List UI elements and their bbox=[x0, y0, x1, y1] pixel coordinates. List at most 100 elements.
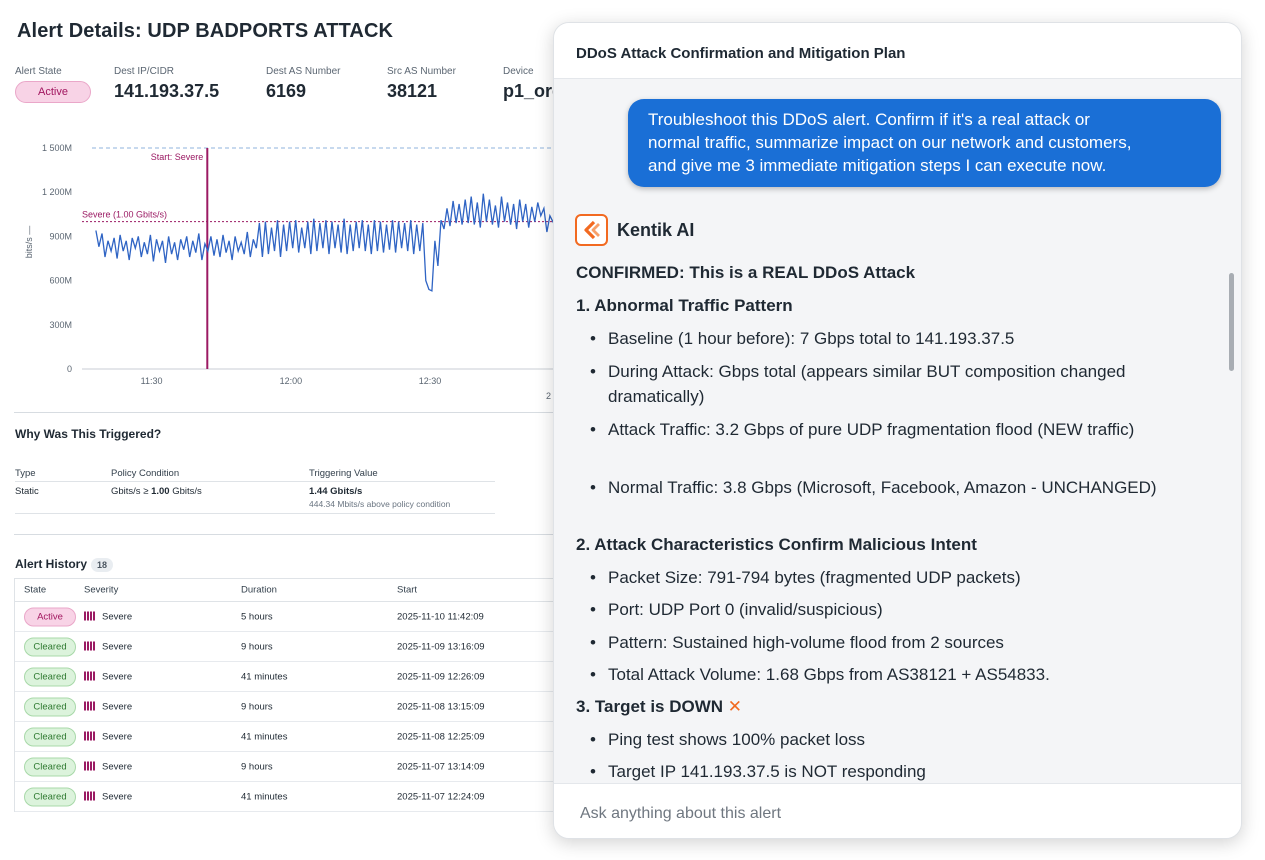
status-badge: Cleared bbox=[24, 697, 76, 716]
bullet-text: Attack Traffic: 3.2 Gbps of pure UDP fra… bbox=[608, 419, 1135, 439]
duration-cell: 41 minutes bbox=[241, 731, 288, 742]
table-row[interactable]: Cleared Severe 41 minutes 2025-11-09 12:26:… bbox=[15, 662, 560, 692]
chat-input[interactable] bbox=[580, 802, 1200, 826]
bullet-item: Total Attack Volume: 1.68 Gbps from AS38… bbox=[590, 662, 1210, 687]
alert-history-label: Alert History bbox=[15, 557, 88, 571]
chat-input-bar bbox=[554, 783, 1241, 838]
bullet-item: Packet Size: 791-794 bytes (fragmented U… bbox=[590, 565, 1210, 590]
dest-as-value: 6169 bbox=[266, 81, 307, 101]
bullet-item: Normal Traffic: 3.8 Gbps (Microsoft, Fac… bbox=[590, 475, 1210, 500]
bullet-text: Baseline (1 hour before): 7 Gbps total t… bbox=[608, 329, 1015, 348]
trigger-header-policy: Policy Condition bbox=[111, 468, 180, 479]
history-header-start[interactable]: Start bbox=[397, 584, 418, 596]
table-row[interactable]: Cleared Severe 9 hours 2025-11-08 13:15:09 bbox=[15, 692, 560, 722]
table-row[interactable]: Cleared Severe 41 minutes 2025-11-07 12:24:… bbox=[15, 782, 560, 812]
x-tick-label: 11:30 bbox=[141, 376, 163, 386]
meta-label: Dest IP/CIDR bbox=[114, 66, 175, 77]
bullet-item: Baseline (1 hour before): 7 Gbps total t… bbox=[590, 326, 1210, 351]
severity-bars-icon bbox=[84, 641, 96, 651]
panel-title: DDoS Attack Confirmation and Mitigation … bbox=[576, 45, 906, 62]
trigger-policy: Gbits/s ≥ 1.00 Gbits/s bbox=[111, 486, 202, 497]
start-cell: 2025-11-09 12:26:09 bbox=[397, 671, 485, 682]
user-message-bubble: Troubleshoot this DDoS alert. Confirm if… bbox=[628, 99, 1221, 187]
src-as-value: 38121 bbox=[387, 81, 438, 101]
x-tick-label: 12:00 bbox=[280, 376, 303, 386]
table-row[interactable]: Cleared Severe 9 hours 2025-11-07 13:14:09 bbox=[15, 752, 560, 782]
bullet-text: Port: UDP Port 0 (invalid/suspicious) bbox=[608, 600, 883, 619]
alert-history-count: 18 bbox=[91, 557, 114, 572]
severity-cell: Severe bbox=[84, 671, 132, 682]
meta-alert-state: Alert State Active bbox=[15, 66, 91, 103]
scrollbar[interactable] bbox=[1229, 273, 1234, 371]
y-tick-label: 1 200M bbox=[42, 187, 72, 197]
section-heading-text: 3. Target is DOWN bbox=[576, 696, 724, 716]
bullet-text: Ping test shows 100% packet loss bbox=[608, 729, 866, 749]
severity-label: Severe bbox=[102, 641, 133, 652]
history-header-severity[interactable]: Severity bbox=[84, 584, 119, 596]
meta-dest-ip: Dest IP/CIDR 141.193.37.5 bbox=[114, 66, 219, 102]
status-badge: Cleared bbox=[24, 757, 76, 776]
table-row[interactable]: Cleared Severe 41 minutes 2025-11-08 12:25:… bbox=[15, 722, 560, 752]
triggering-sub: 444.34 Mbits/s above policy condition bbox=[309, 499, 451, 509]
section-heading-text: 1. Abnormal Traffic Pattern bbox=[576, 296, 793, 315]
y-tick-label: 1 500M bbox=[42, 143, 72, 153]
bullet-text: Normal Traffic: 3.8 Gbps (Microsoft, Fac… bbox=[608, 477, 1157, 497]
severity-bars-icon bbox=[84, 791, 96, 801]
y-tick-label: 900M bbox=[49, 231, 72, 241]
severity-label: Severe bbox=[102, 731, 133, 742]
start-cell: 2025-11-08 13:15:09 bbox=[397, 701, 485, 712]
divider bbox=[14, 534, 560, 535]
bullet-item: Attack Traffic: 3.2 Gbps of pure UDP fra… bbox=[590, 417, 1210, 442]
duration-cell: 41 minutes bbox=[241, 671, 288, 682]
device-value[interactable]: p1_ord bbox=[503, 81, 560, 101]
severity-bars-icon bbox=[84, 701, 96, 711]
start-cell: 2025-11-08 12:25:09 bbox=[397, 731, 485, 742]
threshold-label: Severe (1.00 Gbits/s) bbox=[82, 210, 167, 220]
policy-suffix: Gbits/s bbox=[169, 486, 202, 497]
trigger-type: Static bbox=[15, 486, 39, 497]
y-axis-label: bits/s — bbox=[24, 226, 34, 259]
severity-bars-icon bbox=[84, 761, 96, 771]
x-tick-label: 2 bbox=[546, 391, 551, 401]
bullet-text: Packet Size: 791-794 bytes (fragmented U… bbox=[608, 567, 1021, 587]
duration-cell: 5 hours bbox=[241, 611, 273, 622]
traffic-chart[interactable]: 1 500M 1 200M 900M 600M 300M 0 11:30 12:00 12:3… bbox=[0, 130, 560, 405]
bullet-text: Target IP 141.193.37.5 is NOT responding bbox=[608, 762, 926, 781]
why-triggered-title: Why Was This Triggered? bbox=[15, 427, 162, 441]
severity-cell: Severe bbox=[84, 731, 132, 742]
user-message-line: and give me 3 immediate mitigation steps… bbox=[648, 156, 1107, 175]
status-badge: Cleared bbox=[24, 637, 76, 656]
alert-history-table: State Severity Duration Start Active Seve… bbox=[14, 578, 560, 812]
bullet-item: During Attack: Gbps total (appears simil… bbox=[590, 359, 1210, 409]
chart-y-axis: 1 500M 1 200M 900M 600M 300M 0 bbox=[42, 143, 72, 374]
severity-bars-icon bbox=[84, 731, 96, 741]
history-header-duration[interactable]: Duration bbox=[241, 584, 277, 596]
y-tick-label: 300M bbox=[49, 320, 72, 330]
start-marker-label: Start: Severe bbox=[151, 152, 204, 162]
divider bbox=[14, 412, 560, 413]
table-row[interactable]: Active Severe 5 hours 2025-11-10 11:42:09 bbox=[15, 602, 560, 632]
ai-assistant-panel: DDoS Attack Confirmation and Mitigation … bbox=[553, 22, 1242, 839]
start-cell: 2025-11-07 13:14:09 bbox=[397, 761, 485, 772]
bullet-item: Port: UDP Port 0 (invalid/suspicious) bbox=[590, 597, 1210, 622]
series-line bbox=[95, 193, 560, 292]
bullet-text: During Attack: Gbps total (appears simil… bbox=[608, 361, 1126, 406]
alert-history-title: Alert History 18 bbox=[15, 557, 114, 572]
table-row[interactable]: Cleared Severe 9 hours 2025-11-09 13:16:09 bbox=[15, 632, 560, 662]
section-heading: 2. Attack Characteristics Confirm Malici… bbox=[576, 535, 977, 555]
meta-dest-as: Dest AS Number 6169 bbox=[266, 66, 340, 102]
section-heading: 1. Abnormal Traffic Pattern bbox=[576, 296, 793, 316]
triggering-value: 1.44 Gbits/s bbox=[309, 486, 363, 497]
severity-label: Severe bbox=[102, 791, 133, 802]
divider bbox=[15, 481, 495, 482]
severity-label: Severe bbox=[102, 611, 133, 622]
history-header-state[interactable]: State bbox=[24, 584, 47, 596]
severity-cell: Severe bbox=[84, 701, 132, 712]
start-cell: 2025-11-07 12:24:09 bbox=[397, 791, 485, 802]
trigger-header-type: Type bbox=[15, 468, 36, 479]
severity-cell: Severe bbox=[84, 761, 132, 772]
severity-label: Severe bbox=[102, 701, 133, 712]
meta-label: Dest AS Number bbox=[266, 66, 341, 77]
status-badge: Cleared bbox=[24, 667, 76, 686]
